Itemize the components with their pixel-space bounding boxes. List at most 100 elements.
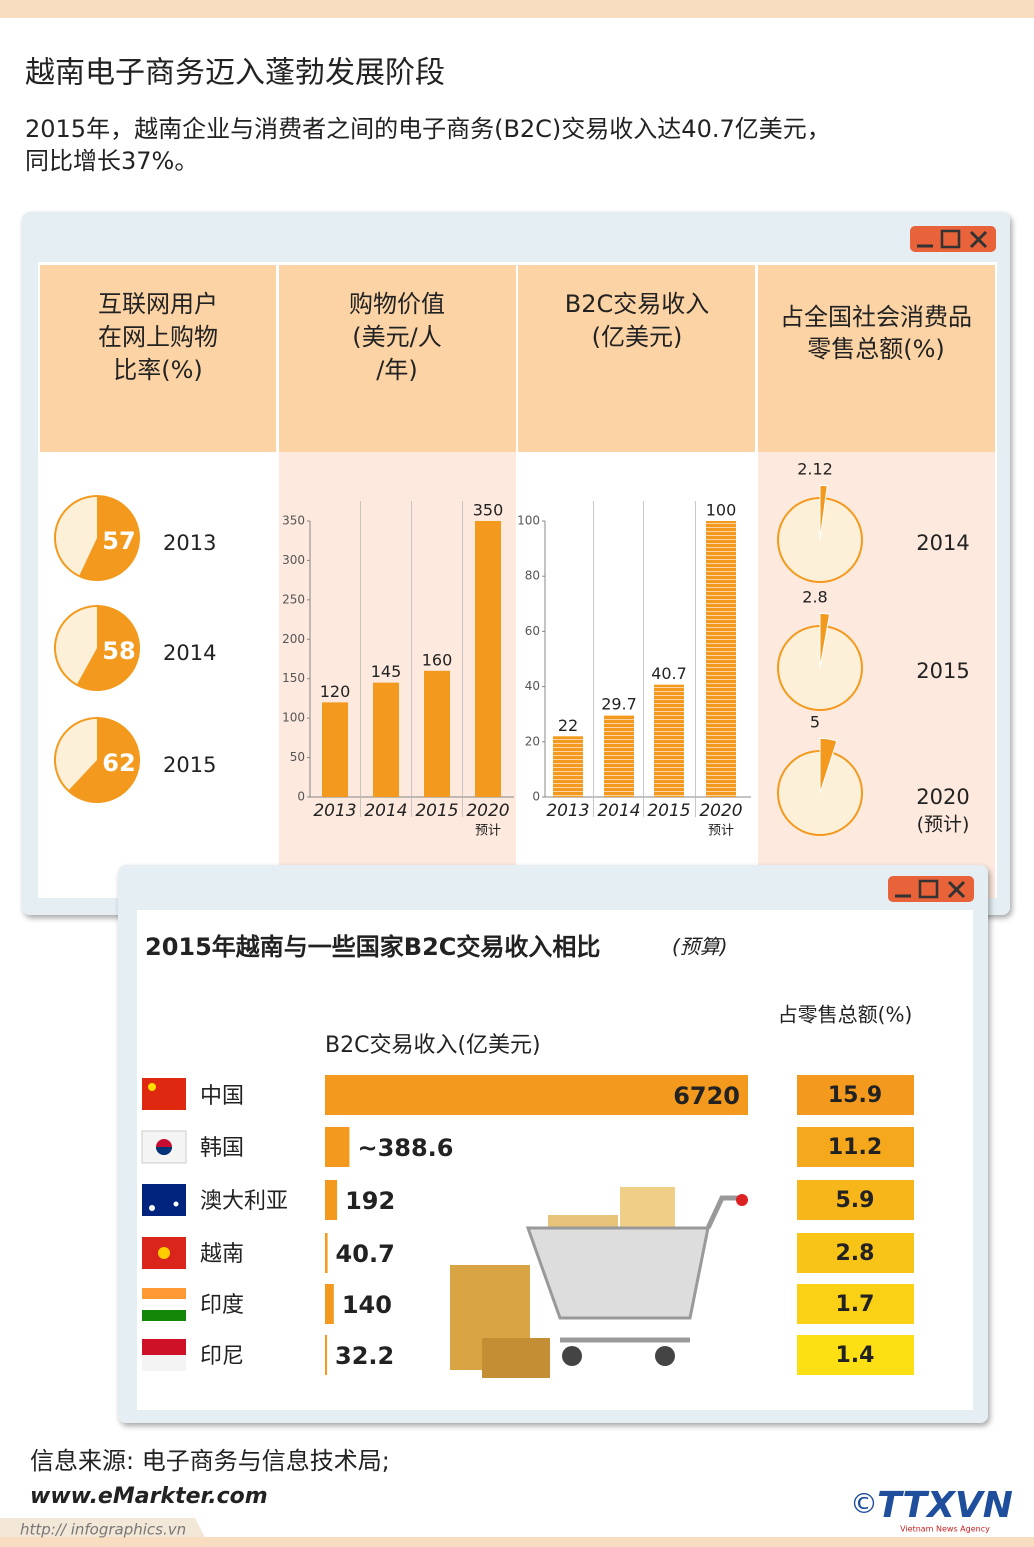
top-stripe xyxy=(0,0,1034,18)
bar xyxy=(475,521,501,797)
legend-label: B2C交易收入(亿美元) xyxy=(325,1033,541,1058)
chart-title: 2015年越南与一些国家B2C交易收入相比 xyxy=(145,933,600,961)
bar xyxy=(654,684,684,797)
data-label: 62 xyxy=(102,749,135,777)
page-title: 越南电子商务迈入蓬勃发展阶段 xyxy=(25,56,445,91)
bar xyxy=(373,682,399,797)
data-label: 1.7 xyxy=(836,1292,875,1317)
category-label: 2015 xyxy=(163,753,216,777)
category-label: 印尼 xyxy=(200,1344,244,1369)
y-tick-label: 0 xyxy=(532,790,540,804)
bottom-stripe xyxy=(0,1537,1034,1547)
share-box xyxy=(797,1180,914,1220)
category-note: 预计 xyxy=(475,824,501,839)
data-label: 57 xyxy=(102,527,135,555)
data-label: 140 xyxy=(342,1291,392,1319)
bar xyxy=(706,521,736,797)
data-label: 5.9 xyxy=(836,1188,875,1213)
chart-title: 零售总额(%) xyxy=(807,335,945,363)
data-label: 32.2 xyxy=(335,1342,394,1370)
x-tick-label: 2014 xyxy=(364,801,407,821)
data-label: 22 xyxy=(558,716,578,735)
data-label: 29.7 xyxy=(601,695,637,714)
pie-slice xyxy=(819,612,831,669)
category-note: (预计) xyxy=(917,814,970,836)
bar xyxy=(325,1233,328,1273)
source: 信息来源: 电子商务与信息技术局; xyxy=(30,1447,390,1475)
pie-slice xyxy=(819,737,838,794)
chart-title: (美元/人 xyxy=(352,323,441,351)
data-label: 11.2 xyxy=(828,1135,882,1160)
header-cell xyxy=(279,265,516,452)
category-label: 2015 xyxy=(916,659,969,683)
y-tick-label: 40 xyxy=(525,679,540,693)
data-label: 15.9 xyxy=(828,1083,882,1108)
x-tick-label: 2013 xyxy=(313,801,356,821)
category-note: 预计 xyxy=(708,824,734,839)
cart-illustration xyxy=(450,1187,748,1378)
pie-slice xyxy=(76,606,139,690)
pie-slice xyxy=(79,496,139,580)
bar xyxy=(325,1127,350,1167)
header-cell xyxy=(518,265,755,452)
y-tick-label: 300 xyxy=(282,553,305,567)
logo: TTXVN xyxy=(877,1485,1013,1526)
pie-slice xyxy=(819,484,828,541)
y-tick-label: 20 xyxy=(525,734,540,748)
data-label: 2.8 xyxy=(836,1241,875,1266)
bar xyxy=(424,670,450,797)
y-tick-label: 100 xyxy=(517,514,540,528)
pie-slice xyxy=(68,718,139,802)
share-box xyxy=(797,1284,914,1324)
bar xyxy=(325,1180,338,1220)
website: www.eMarkter.com xyxy=(30,1484,268,1509)
chart-title: 购物价值 xyxy=(349,290,445,318)
bar xyxy=(553,736,583,797)
category-label: 韩国 xyxy=(200,1136,244,1161)
share-box xyxy=(797,1233,914,1273)
window-buttons xyxy=(910,226,996,252)
chart-title: B2C交易收入 xyxy=(565,290,710,318)
chart-subtitle: (预算) xyxy=(672,935,728,959)
header-cell xyxy=(40,265,276,452)
category-label: 2014 xyxy=(916,531,969,555)
x-tick-label: 2015 xyxy=(415,801,458,821)
x-tick-label: 2020 xyxy=(466,801,509,821)
chart-title: 在网上购物 xyxy=(98,323,218,351)
share-box xyxy=(797,1127,914,1167)
window-buttons xyxy=(888,876,974,902)
data-label: 120 xyxy=(320,682,351,701)
y-tick-label: 80 xyxy=(525,569,540,583)
x-tick-label: 2013 xyxy=(546,801,589,821)
x-tick-label: 2015 xyxy=(647,801,690,821)
agency: Vietnam News Agency xyxy=(900,1525,990,1534)
category-label: 2020 xyxy=(916,785,969,809)
data-label: ~388.6 xyxy=(357,1134,453,1162)
data-label: 145 xyxy=(371,662,402,681)
data-label: 100 xyxy=(706,501,737,520)
y-tick-label: 200 xyxy=(282,632,305,646)
y-tick-label: 350 xyxy=(282,514,305,528)
data-label: 6720 xyxy=(673,1082,740,1110)
bar xyxy=(325,1335,328,1375)
subtitle: 2015年，越南企业与消费者之间的电子商务(B2C)交易收入达40.7亿美元， xyxy=(25,115,831,143)
category-label: 越南 xyxy=(200,1242,244,1267)
data-label: 40.7 xyxy=(651,664,687,683)
data-label: 350 xyxy=(473,501,504,520)
bar xyxy=(322,702,348,797)
bar xyxy=(604,715,634,797)
data-label: 40.7 xyxy=(336,1240,395,1268)
share-box xyxy=(797,1335,914,1375)
data-label: 5 xyxy=(810,713,820,732)
category-label: 中国 xyxy=(200,1084,244,1109)
category-label: 2014 xyxy=(163,641,216,665)
url: http:// infographics.vn xyxy=(20,1521,186,1539)
header-cell xyxy=(758,265,995,452)
x-tick-label: 2014 xyxy=(597,801,640,821)
data-label: 2.12 xyxy=(797,460,833,479)
subtitle: 同比增长37%。 xyxy=(25,147,198,175)
y-tick-label: 50 xyxy=(290,750,305,764)
chart-title: 互联网用户 xyxy=(98,290,218,318)
